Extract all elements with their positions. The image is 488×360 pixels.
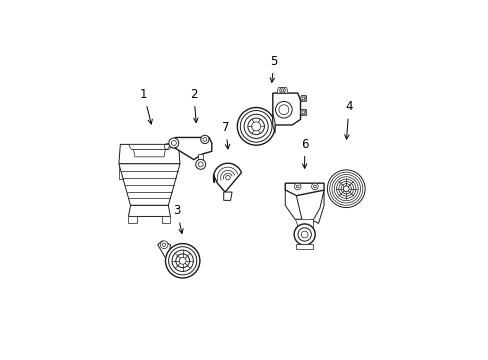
Circle shape	[311, 183, 318, 190]
Circle shape	[179, 257, 186, 264]
Circle shape	[336, 179, 355, 198]
Polygon shape	[128, 205, 170, 216]
Circle shape	[341, 184, 351, 194]
Polygon shape	[300, 95, 305, 102]
Circle shape	[343, 186, 348, 192]
Circle shape	[300, 96, 305, 101]
Polygon shape	[162, 216, 170, 222]
Circle shape	[160, 241, 168, 249]
Polygon shape	[133, 149, 165, 157]
Circle shape	[338, 181, 353, 196]
Circle shape	[251, 122, 260, 131]
Polygon shape	[170, 138, 175, 149]
Circle shape	[329, 172, 362, 205]
Circle shape	[237, 108, 274, 145]
Circle shape	[168, 247, 196, 275]
Polygon shape	[128, 216, 137, 222]
Polygon shape	[128, 144, 170, 149]
Circle shape	[200, 135, 208, 144]
Text: 2: 2	[190, 88, 198, 122]
Polygon shape	[119, 144, 180, 164]
Circle shape	[275, 102, 292, 118]
Polygon shape	[224, 192, 232, 201]
Polygon shape	[272, 114, 274, 133]
Text: 4: 4	[344, 100, 352, 139]
Polygon shape	[312, 190, 324, 223]
Polygon shape	[158, 241, 170, 258]
Circle shape	[331, 175, 360, 203]
Circle shape	[172, 250, 193, 271]
Circle shape	[165, 244, 200, 278]
Circle shape	[294, 183, 301, 190]
Text: 3: 3	[173, 204, 183, 233]
Text: 1: 1	[140, 88, 152, 124]
Polygon shape	[198, 154, 203, 168]
Polygon shape	[213, 163, 241, 192]
Polygon shape	[285, 183, 324, 195]
Circle shape	[343, 186, 348, 192]
Polygon shape	[119, 164, 139, 179]
Text: 6: 6	[300, 138, 308, 168]
Circle shape	[327, 170, 365, 208]
Circle shape	[247, 118, 264, 135]
Text: 5: 5	[269, 55, 277, 82]
Text: 7: 7	[222, 121, 229, 149]
Polygon shape	[272, 93, 300, 125]
Polygon shape	[285, 190, 301, 219]
Circle shape	[176, 254, 189, 268]
Circle shape	[225, 175, 230, 180]
Circle shape	[300, 109, 305, 115]
Circle shape	[293, 224, 315, 245]
Circle shape	[334, 177, 358, 201]
Circle shape	[301, 231, 307, 238]
Polygon shape	[119, 164, 180, 205]
Circle shape	[195, 159, 205, 169]
Polygon shape	[294, 219, 312, 227]
Polygon shape	[175, 138, 211, 159]
Polygon shape	[276, 87, 287, 93]
Circle shape	[279, 87, 285, 93]
Circle shape	[297, 228, 311, 241]
Circle shape	[168, 138, 179, 148]
Circle shape	[240, 111, 271, 142]
Polygon shape	[296, 244, 312, 249]
Circle shape	[244, 114, 268, 139]
Polygon shape	[300, 109, 305, 115]
Circle shape	[278, 105, 288, 115]
